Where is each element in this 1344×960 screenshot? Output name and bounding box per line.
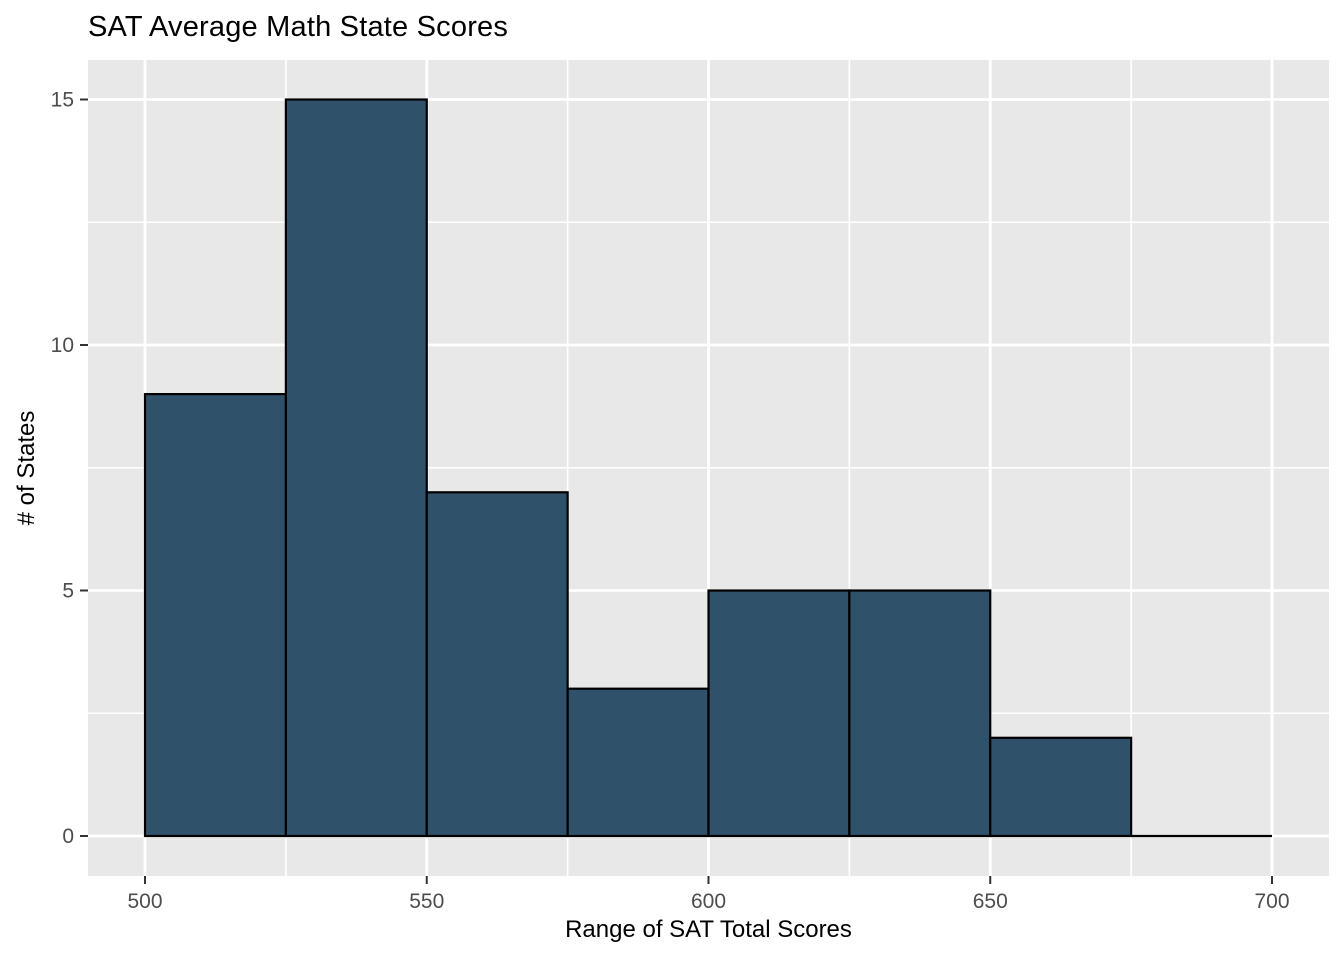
y-tick-label: 15	[51, 89, 74, 112]
histogram-bar	[707, 589, 851, 838]
histogram-bar	[284, 98, 428, 838]
x-tick-label: 700	[1254, 890, 1289, 913]
y-tick-label: 5	[62, 580, 74, 603]
y-axis-title: # of States	[13, 410, 40, 526]
chart-title: SAT Average Math State Scores	[88, 11, 509, 43]
x-tick-label: 500	[127, 890, 162, 913]
histogram-bar	[425, 491, 569, 838]
histogram-bar	[848, 589, 992, 838]
x-tick-label: 550	[409, 890, 444, 913]
y-tick-label: 0	[62, 825, 74, 848]
x-axis-title: Range of SAT Total Scores	[565, 916, 852, 943]
histogram-bar	[143, 393, 287, 838]
histogram-bar	[989, 736, 1133, 838]
x-tick-label: 600	[691, 890, 726, 913]
y-tick-label: 10	[51, 334, 74, 357]
histogram-bar	[566, 687, 710, 838]
x-tick-label: 650	[973, 890, 1008, 913]
